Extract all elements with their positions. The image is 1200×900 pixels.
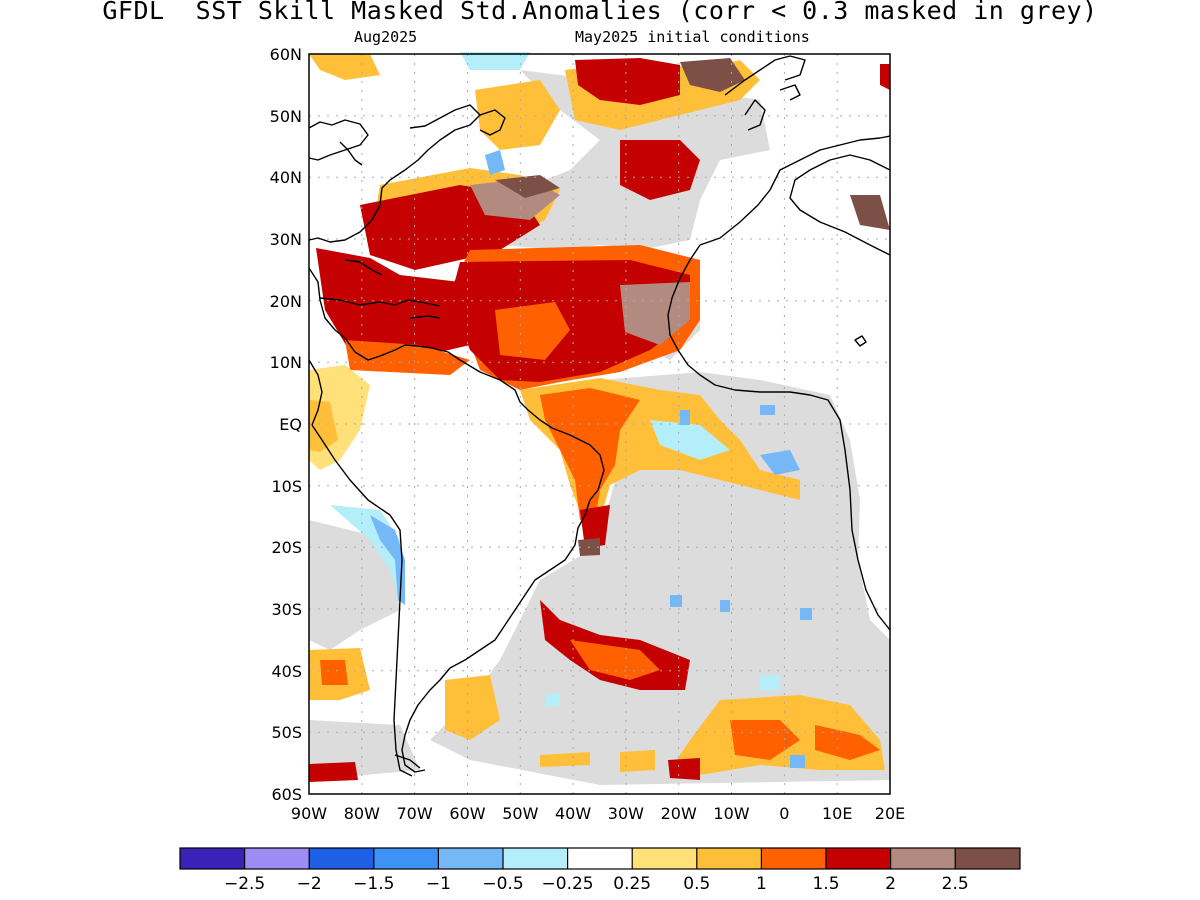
- colorbar-label: −1: [426, 874, 451, 894]
- longitude-labels: 90W 80W 70W 60W 50W 40W 30W 20W 10W 0 10…: [291, 804, 905, 823]
- colorbar-label: 0.5: [683, 874, 710, 894]
- colorbar-swatch: [503, 848, 568, 869]
- colorbar-label: 0.25: [613, 874, 651, 894]
- colorbar-label: −2: [297, 874, 322, 894]
- colorbar: [179, 847, 1021, 870]
- lon-label: 20W: [661, 804, 697, 823]
- map-title: GFDL SST Skill Masked Std.Anomalies (cor…: [102, 0, 1098, 25]
- lat-label: 20S: [271, 538, 302, 557]
- lat-label: 40S: [271, 662, 302, 681]
- colorbar-label: −0.5: [482, 874, 523, 894]
- colorbar-swatch: [632, 848, 697, 869]
- colorbar-label: 2: [885, 874, 896, 894]
- lat-label: 50S: [271, 723, 302, 742]
- lat-label: 40N: [270, 168, 302, 187]
- lon-label: 30W: [608, 804, 644, 823]
- lat-label: 10N: [270, 353, 302, 372]
- colorbar-label: −1.5: [353, 874, 394, 894]
- lat-label: 60N: [270, 45, 302, 64]
- lat-label: 20N: [270, 292, 302, 311]
- colorbar-swatch: [373, 848, 439, 869]
- colorbar-swatch: [696, 848, 762, 869]
- colorbar-swatch: [309, 848, 374, 869]
- colorbar-label: 1.5: [812, 874, 839, 894]
- colorbar-label: −2.5: [224, 874, 265, 894]
- colorbar-label: 2.5: [942, 874, 969, 894]
- lat-label: 60S: [271, 785, 302, 804]
- colorbar-swatch: [567, 848, 633, 869]
- valid-month-label: Aug2025: [354, 28, 418, 46]
- colorbar-label: −0.25: [542, 874, 594, 894]
- lon-label: 40W: [555, 804, 591, 823]
- map-frame: [308, 53, 891, 795]
- negative-anomaly-regions: [330, 52, 812, 768]
- colorbar-swatch: [180, 848, 245, 869]
- lat-label: 30S: [271, 600, 302, 619]
- lon-label: 10E: [822, 804, 852, 823]
- colorbar-swatch: [955, 848, 1020, 869]
- colorbar-labels: −2.5 −2 −1.5 −1 −0.5 −0.25 0.25 0.5 1 1.…: [224, 874, 969, 894]
- map-panel: [308, 52, 891, 795]
- anomaly-regions: [309, 54, 890, 782]
- lon-label: 60W: [449, 804, 485, 823]
- colorbar-label: 1: [756, 874, 767, 894]
- lat-label: 50N: [270, 107, 302, 126]
- lat-label: 30N: [270, 230, 302, 249]
- map-gridlines: [309, 54, 890, 794]
- latitude-labels: 60N 50N 40N 30N 20N 10N EQ 10S 20S 30S 4…: [270, 45, 302, 804]
- lon-label: 80W: [344, 804, 380, 823]
- lat-label: EQ: [279, 415, 302, 434]
- colorbar-swatch: [890, 848, 956, 869]
- lon-label: 20E: [875, 804, 905, 823]
- lon-label: 70W: [397, 804, 433, 823]
- initial-conditions-label: May2025 initial conditions: [575, 28, 810, 46]
- colorbar-swatch: [438, 848, 503, 869]
- lon-label: 90W: [291, 804, 327, 823]
- lon-label: 10W: [713, 804, 749, 823]
- colorbar-swatch: [244, 848, 310, 869]
- lat-label: 10S: [271, 477, 302, 496]
- lon-label: 0: [779, 804, 789, 823]
- coastlines: [308, 55, 891, 777]
- colorbar-swatch: [826, 848, 891, 869]
- colorbar-swatch: [761, 848, 826, 869]
- lon-label: 50W: [502, 804, 538, 823]
